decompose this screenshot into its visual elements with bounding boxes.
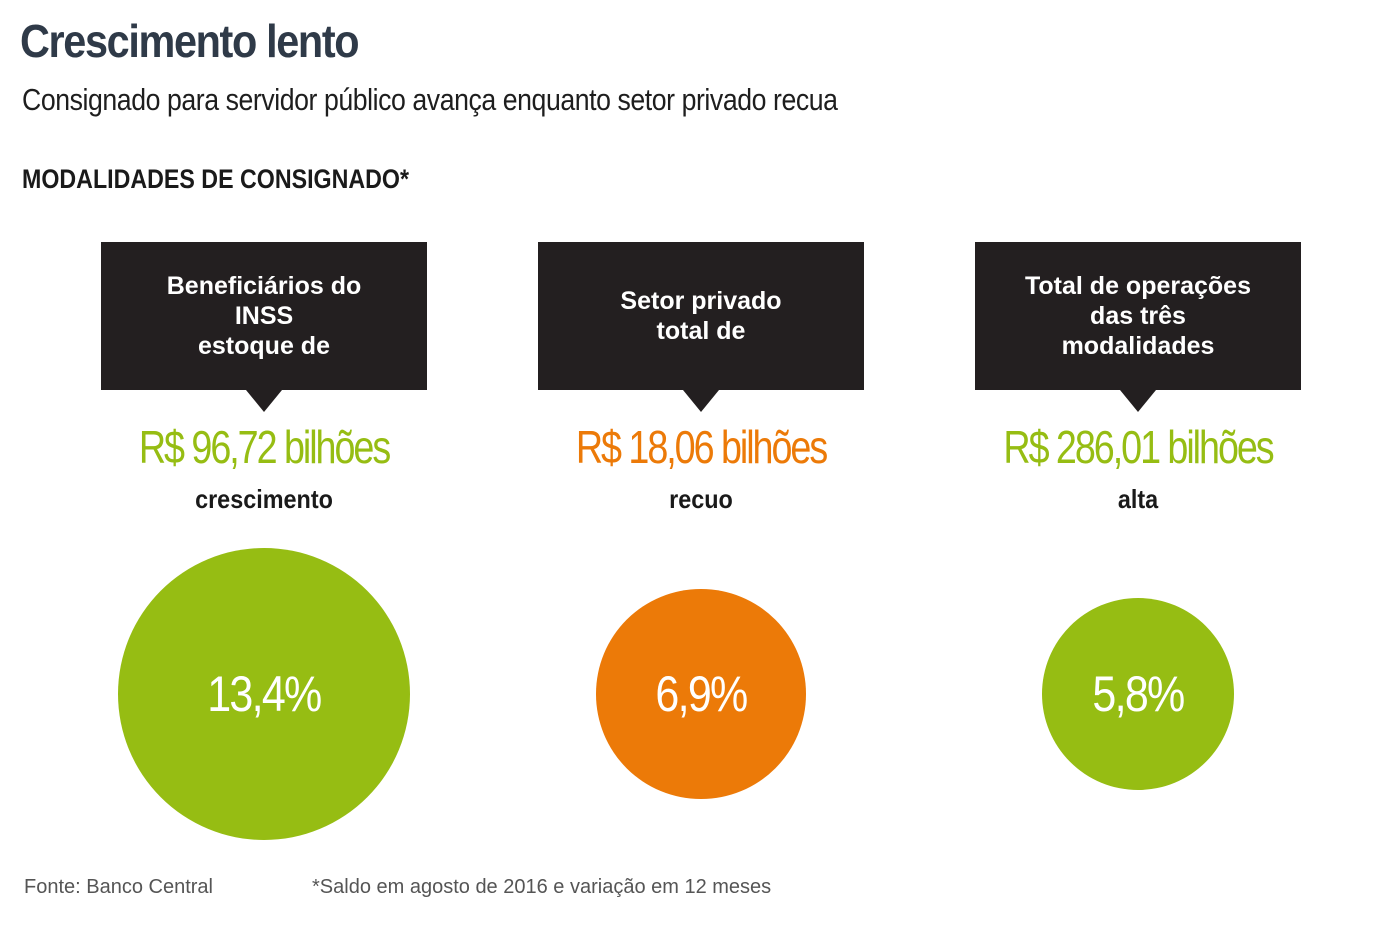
category-label-line: Total de operações xyxy=(1025,272,1251,300)
amount-value: R$ 18,06 bilhões xyxy=(575,421,828,473)
panel-3: Total de operações das três modalidades R$ … xyxy=(975,242,1301,842)
amount-value: R$ 96,72 bilhões xyxy=(138,421,391,473)
panel-1: Beneficiários do INSS estoque de R$ 96,72 b… xyxy=(101,242,427,842)
category-label-line: Setor privado xyxy=(620,287,782,315)
category-label-line: total de xyxy=(656,317,746,345)
category-label-line: INSS xyxy=(234,302,294,330)
category-box: Total de operações das três modalidades xyxy=(975,242,1301,390)
change-label: 6,9% xyxy=(655,665,748,722)
change-bubble: 13,4% xyxy=(118,548,410,840)
panel-2: Setor privado total de R$ 18,06 bilhões rec… xyxy=(538,242,864,842)
footnote: *Saldo em agosto de 2016 e variação em 1… xyxy=(312,876,772,898)
change-bubble: 5,8% xyxy=(1041,597,1235,791)
category-box: Beneficiários do INSS estoque de xyxy=(101,242,427,390)
change-bubble: 6,9% xyxy=(596,589,806,799)
category-label-line: Beneficiários do xyxy=(166,272,362,300)
category-box: Setor privado total de xyxy=(538,242,864,390)
source-note: Fonte: Banco Central xyxy=(24,876,213,898)
category-label-line: estoque de xyxy=(198,332,330,360)
chart-title: Crescimento lento xyxy=(20,15,360,67)
trend-descriptor: alta xyxy=(1117,484,1159,514)
section-label: MODALIDADES DE CONSIGNADO* xyxy=(22,164,410,194)
category-label-line: modalidades xyxy=(1061,332,1215,360)
box-pointer xyxy=(246,390,282,412)
change-label: 5,8% xyxy=(1092,665,1185,722)
change-label: 13,4% xyxy=(207,666,322,722)
trend-descriptor: recuo xyxy=(669,484,733,514)
box-pointer xyxy=(1120,390,1156,412)
trend-descriptor: crescimento xyxy=(195,484,333,514)
chart-subtitle: Consignado para servidor público avança … xyxy=(22,82,838,117)
category-label-line: das três xyxy=(1090,302,1186,330)
amount-value: R$ 286,01 bilhões xyxy=(1003,421,1274,473)
box-pointer xyxy=(683,390,719,412)
